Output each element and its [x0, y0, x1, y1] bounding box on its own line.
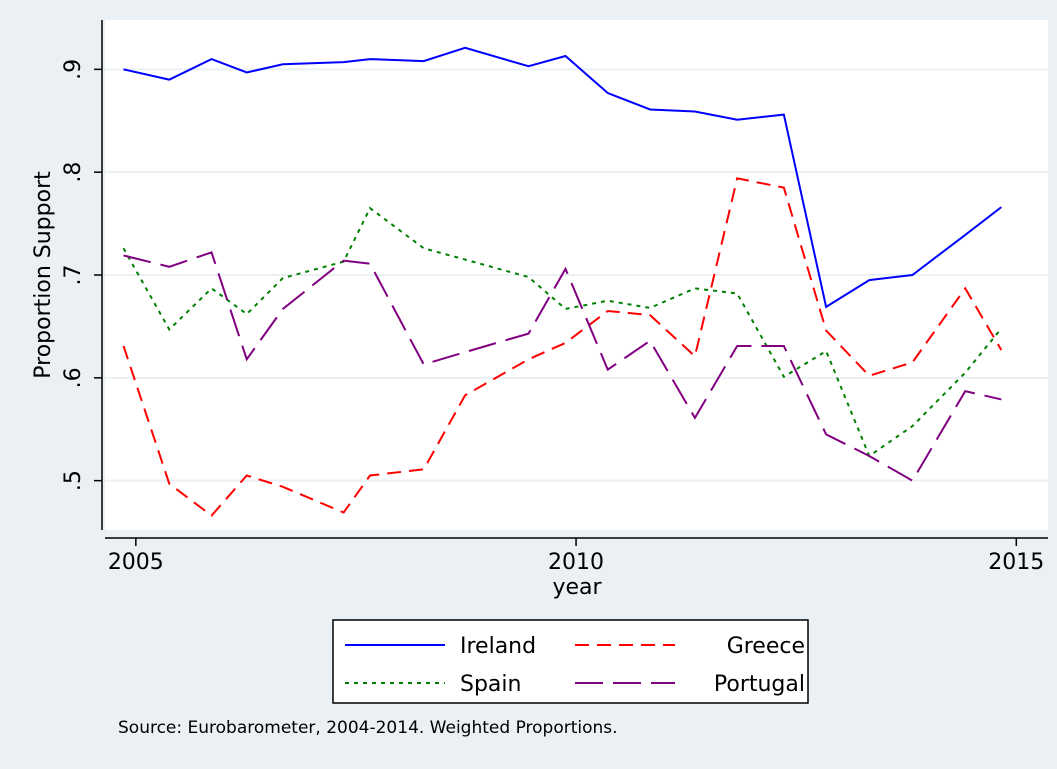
series-line	[122, 206, 1003, 458]
y-tick-label: .8	[61, 162, 86, 183]
y-tick-label: .5	[61, 470, 86, 491]
source-note: Source: Eurobarometer, 2004-2014. Weight…	[118, 718, 618, 738]
x-tick-label: 2005	[108, 550, 164, 575]
y-tick-label: .6	[61, 367, 86, 388]
x-tick-label: 2010	[548, 550, 604, 575]
x-axis-label: year	[552, 575, 602, 600]
y-tick-label: .7	[61, 265, 86, 286]
y-axis-label: Proportion Support	[31, 171, 56, 379]
legend-label: Spain	[460, 672, 521, 697]
legend-label: Greece	[727, 634, 805, 659]
series-line	[123, 46, 1002, 309]
legend	[332, 619, 809, 704]
legend-label: Ireland	[460, 634, 536, 659]
series-line	[122, 177, 1003, 517]
legend-label: Portugal	[714, 672, 805, 697]
x-tick-label: 2015	[988, 550, 1044, 575]
y-tick-label: .9	[61, 59, 86, 80]
series-line	[123, 251, 1002, 483]
